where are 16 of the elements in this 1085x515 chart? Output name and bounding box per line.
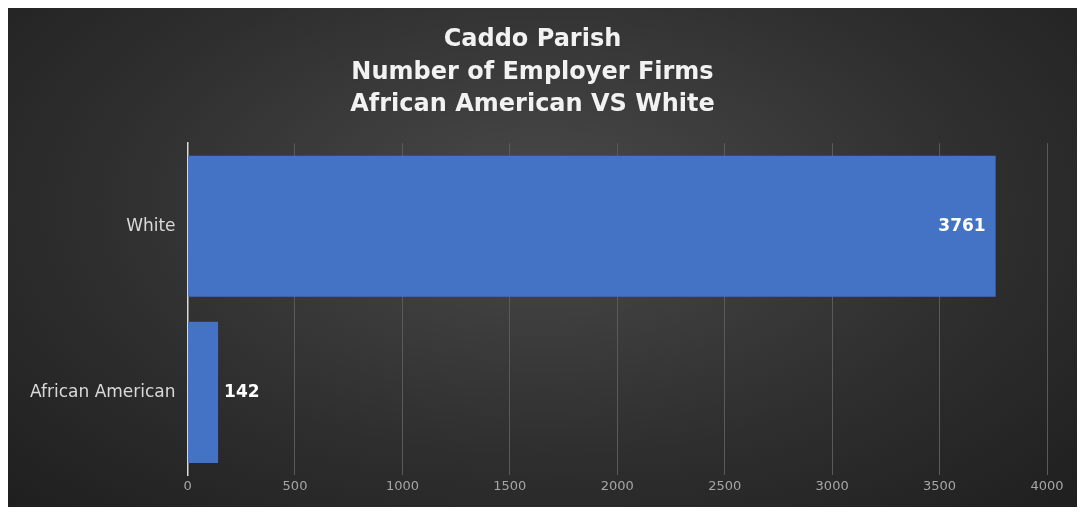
x-tick-label: 2000 [600,477,634,493]
x-tick-label: 500 [282,477,308,493]
text: Caddo Parish [443,24,622,53]
x-tick-label: 0 [183,477,192,493]
data-label: 142 [224,380,260,401]
y-tick-label: African American [30,380,176,401]
text: African American VS White [350,89,715,118]
x-tick-label: 4000 [1030,477,1064,493]
x-tick-label: 3000 [815,477,849,493]
x-tick-label: 1000 [385,477,419,493]
x-tick-label: 2500 [708,477,742,493]
x-tick-label: 1500 [493,477,527,493]
data-label: 3761 [938,214,986,235]
y-tick-label: White [126,214,176,235]
text: Number of Employer Firms [351,56,714,85]
x-tick-label: 3500 [923,477,957,493]
